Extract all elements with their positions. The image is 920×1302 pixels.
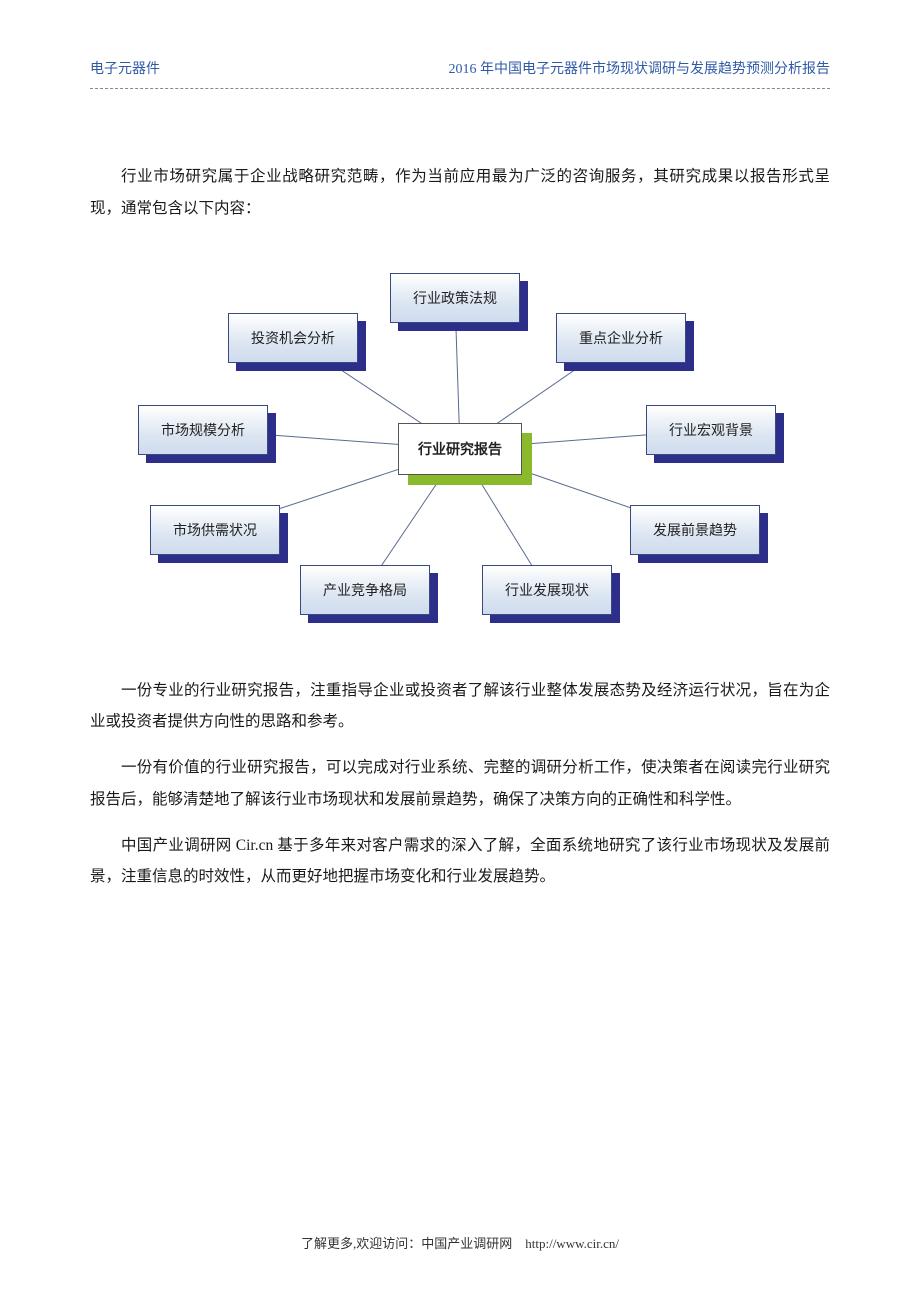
footer-prefix: 了解更多,欢迎访问：中国产业调研网 <box>301 1236 525 1251</box>
diagram-node-status: 行业发展现状 <box>482 565 612 615</box>
diagram-node-keycorp: 重点企业分析 <box>556 313 686 363</box>
diagram-node-prospect: 发展前景趋势 <box>630 505 760 555</box>
diagram-node-label-macro: 行业宏观背景 <box>646 405 776 455</box>
diagram-node-marketsize: 市场规模分析 <box>138 405 268 455</box>
footer-link[interactable]: http://www.cir.cn/ <box>525 1236 619 1251</box>
diagram-node-label-supply: 市场供需状况 <box>150 505 280 555</box>
diagram-center-node: 行业研究报告 <box>398 423 522 475</box>
diagram-node-invest: 投资机会分析 <box>228 313 358 363</box>
body-paragraph-1: 一份专业的行业研究报告，注重指导企业或投资者了解该行业整体发展态势及经济运行状况… <box>90 675 830 739</box>
body-paragraph-2: 一份有价值的行业研究报告，可以完成对行业系统、完整的调研分析工作，使决策者在阅读… <box>90 752 830 816</box>
body-paragraph-3: 中国产业调研网 Cir.cn 基于多年来对客户需求的深入了解，全面系统地研究了该… <box>90 830 830 894</box>
page-footer: 了解更多,欢迎访问：中国产业调研网 http://www.cir.cn/ <box>0 1233 920 1252</box>
diagram-node-label-prospect: 发展前景趋势 <box>630 505 760 555</box>
diagram-center-label: 行业研究报告 <box>398 423 522 475</box>
document-page: 电子元器件 2016 年中国电子元器件市场现状调研与发展趋势预测分析报告 行业市… <box>0 0 920 1302</box>
diagram-node-macro: 行业宏观背景 <box>646 405 776 455</box>
intro-paragraph: 行业市场研究属于企业战略研究范畴，作为当前应用最为广泛的咨询服务，其研究成果以报… <box>90 161 830 225</box>
diagram-node-supply: 市场供需状况 <box>150 505 280 555</box>
diagram-node-policy: 行业政策法规 <box>390 273 520 323</box>
diagram-node-label-policy: 行业政策法规 <box>390 273 520 323</box>
research-report-diagram: 行业政策法规投资机会分析 重点企业分析市场规模分析 行业宏观背景市场供需状况 发展前景… <box>90 255 830 635</box>
diagram-node-label-keycorp: 重点企业分析 <box>556 313 686 363</box>
header-right: 2016 年中国电子元器件市场现状调研与发展趋势预测分析报告 <box>449 58 831 78</box>
diagram-node-label-status: 行业发展现状 <box>482 565 612 615</box>
page-header: 电子元器件 2016 年中国电子元器件市场现状调研与发展趋势预测分析报告 <box>90 58 830 86</box>
header-left: 电子元器件 <box>90 58 160 78</box>
diagram-node-label-marketsize: 市场规模分析 <box>138 405 268 455</box>
header-rule <box>90 88 830 89</box>
diagram-node-compete: 产业竞争格局 <box>300 565 430 615</box>
diagram-node-label-compete: 产业竞争格局 <box>300 565 430 615</box>
diagram-node-label-invest: 投资机会分析 <box>228 313 358 363</box>
